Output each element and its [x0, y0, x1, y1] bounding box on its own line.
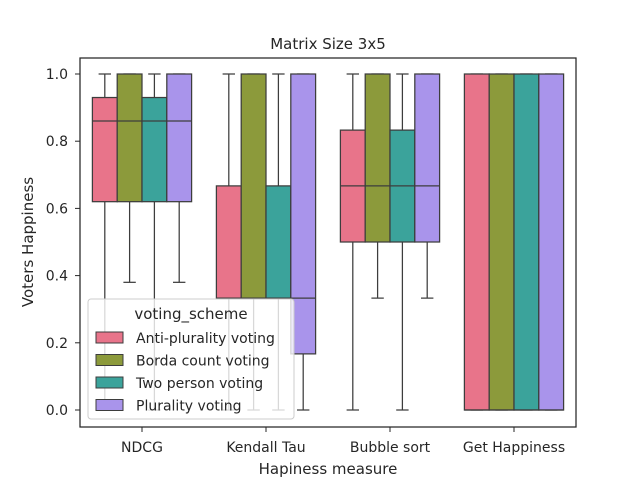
legend-frame	[87, 298, 295, 420]
axes-frame	[79, 57, 577, 428]
legend-swatch	[95, 354, 124, 366]
iqr-box	[166, 73, 193, 203]
y-tick-label: 0.4	[46, 269, 68, 285]
plot-area	[91, 73, 565, 411]
box-3-2	[513, 73, 540, 411]
x-axis-ticks: NDCG Kendall Tau Bubble sort Get Happiness	[121, 427, 565, 456]
y-axis-label: Voters Happiness	[19, 177, 37, 307]
iqr-box	[414, 73, 441, 243]
legend-label: Borda count voting	[136, 354, 270, 370]
iqr-box	[116, 73, 143, 203]
legend-swatch	[95, 376, 124, 389]
legend-label: Two person voting	[135, 376, 263, 392]
box-2-3	[414, 73, 441, 299]
chart-title: Matrix Size 3x5	[270, 35, 386, 53]
iqr-box	[364, 73, 391, 243]
legend-swatch	[95, 331, 124, 344]
iqr-box	[215, 185, 242, 299]
y-tick-label: 0.8	[46, 134, 68, 150]
box-1-1	[240, 73, 267, 411]
y-tick-label: 0.0	[46, 403, 68, 419]
iqr-box	[513, 73, 540, 411]
x-axis-label: Hapiness measure	[259, 460, 398, 478]
y-axis-ticks: 0.0 0.2 0.4 0.6 0.8 1.0	[46, 67, 80, 419]
iqr-box	[488, 73, 515, 411]
box-2-1	[364, 73, 391, 299]
iqr-box	[538, 73, 565, 411]
iqr-box	[91, 96, 118, 203]
x-tick-label: Kendall Tau	[226, 440, 305, 456]
box-3-3	[538, 73, 565, 411]
iqr-box	[463, 73, 490, 411]
legend: voting_scheme Anti-plurality voting Borda…	[87, 298, 295, 420]
y-tick-label: 0.6	[46, 201, 68, 217]
box-0-1	[116, 73, 143, 283]
iqr-box	[265, 185, 292, 299]
box-2-2	[389, 73, 416, 411]
y-tick-label: 0.2	[46, 336, 68, 352]
legend-label: Anti-plurality voting	[136, 331, 275, 347]
legend-swatch	[95, 399, 124, 411]
box-2-0	[339, 73, 366, 411]
iqr-box	[141, 96, 168, 203]
x-tick-label: NDCG	[121, 440, 163, 456]
iqr-box	[240, 73, 267, 299]
box-0-3	[166, 73, 193, 283]
legend-label: Plurality voting	[136, 399, 242, 415]
box-3-0	[463, 73, 490, 411]
iqr-box	[290, 73, 317, 355]
x-tick-label: Bubble sort	[350, 440, 431, 456]
box-1-3	[290, 73, 317, 411]
y-tick-label: 1.0	[46, 67, 68, 83]
legend-title: voting_scheme	[134, 305, 247, 324]
box-3-1	[488, 73, 515, 411]
x-tick-label: Get Happiness	[463, 440, 565, 456]
